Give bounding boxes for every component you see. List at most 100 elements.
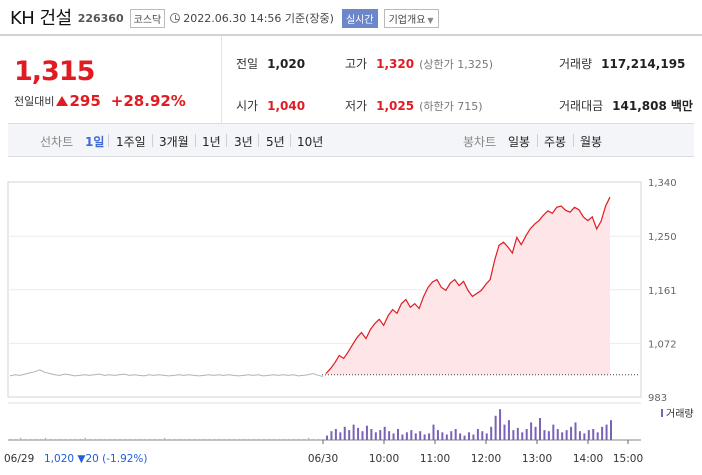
stat-label: 시가 [236, 99, 259, 113]
chevron-down-icon: ▼ [427, 15, 434, 25]
volume-bar [198, 438, 201, 440]
volume-bar [485, 433, 488, 440]
tab-1day[interactable]: 1일 [85, 135, 105, 149]
volume-bar [405, 432, 408, 440]
tab-3year[interactable]: 3년 [234, 135, 253, 149]
stat-unit: 백만 [670, 99, 693, 113]
change-label: 전일대비 [14, 95, 55, 108]
volume-bar [69, 438, 72, 440]
volume-bar [601, 426, 604, 440]
volume-bar [516, 427, 519, 440]
volume-bar [343, 426, 346, 440]
tab-daily-candle[interactable]: 일봉 [508, 135, 531, 149]
volume-bar [610, 420, 612, 440]
x-tick-label: 14:00 [573, 453, 603, 465]
volume-bar [326, 435, 328, 440]
stat-value: 1,320 [376, 57, 415, 71]
volume-bar [144, 438, 146, 440]
volume-bar [445, 434, 448, 440]
triangle-up-icon [56, 96, 69, 106]
volume-bar [263, 438, 265, 440]
volume-bar [64, 438, 67, 440]
volume-bar [29, 438, 32, 440]
stat-value: 141,808 [612, 99, 667, 113]
volume-bar [530, 422, 533, 440]
volume-bar [441, 432, 444, 440]
volume-bar [124, 438, 126, 440]
intraday-price-chart[interactable]: 1,340 1,250 1,161 1,072 983 거래량 06/30 10:00 11:0… [0, 160, 702, 475]
volume-bar [339, 432, 342, 440]
volume-bar [183, 438, 186, 440]
volume-bar [268, 438, 270, 440]
volume-bar [583, 433, 586, 440]
stat-value: 1,040 [267, 99, 306, 113]
stat-prev-close: 전일 1,020 [236, 55, 305, 72]
volume-bar [134, 438, 136, 440]
volume-bar [10, 438, 12, 440]
volume-bar [436, 430, 439, 440]
volume-bar [149, 438, 151, 440]
volume-bar [99, 438, 101, 440]
clock-icon [170, 13, 181, 23]
stat-low: 저가 1,025 (하한가 715) [345, 97, 483, 114]
volume-bar [89, 438, 91, 440]
volume-bar [34, 438, 37, 440]
market-badge: 코스닥 [129, 8, 166, 28]
volume-bar [547, 431, 550, 440]
tab-weekly-candle[interactable]: 주봉 [544, 135, 567, 149]
volume-bar [59, 438, 62, 440]
realtime-button[interactable]: 실시간 [341, 8, 378, 28]
chart-period-tabs: 선차트 1일 1주일 3개월 1년 3년 5년 10년 봉차트 일봉 주봉 월봉 [8, 123, 694, 157]
tab-3month[interactable]: 3개월 [159, 135, 189, 149]
tab-10year[interactable]: 10년 [297, 135, 324, 149]
volume-bar [392, 433, 395, 440]
company-info-dropdown[interactable]: 기업개요 ▼ [383, 8, 439, 28]
volume-bar [521, 432, 524, 440]
stat-label: 저가 [345, 99, 368, 113]
tab-separator [152, 134, 153, 147]
volume-bar [159, 438, 161, 440]
tab-1week[interactable]: 1주일 [116, 135, 146, 149]
volume-bar [605, 424, 608, 440]
volume-bar [84, 437, 86, 440]
tab-separator [108, 134, 109, 147]
volume-bar [318, 438, 320, 440]
stat-volume: 거래량 117,214,195 [559, 55, 685, 72]
volume-bar [49, 438, 52, 440]
volume-bar [388, 431, 391, 440]
volume-bar [330, 431, 333, 440]
quote-summary: 1,315 전일대비 295 +28.92% 전일 1,020 고가 1,320 (상… [0, 34, 702, 125]
x-tick-label: 13:00 [522, 453, 552, 465]
volume-bar [348, 430, 351, 440]
volume-bar [139, 438, 141, 440]
candle-chart-label: 봉차트 [463, 135, 497, 149]
volume-bar [428, 433, 431, 440]
volume-bar [450, 431, 453, 440]
stat-open: 시가 1,040 [236, 97, 305, 114]
lower-limit: (하한가 715) [419, 100, 483, 113]
volume-bar [308, 437, 310, 440]
stat-value: 117,214,195 [601, 57, 686, 71]
volume-bar [119, 438, 121, 440]
tab-monthly-candle[interactable]: 월봉 [580, 135, 603, 149]
volume-bar [410, 430, 413, 440]
volume-bar [74, 438, 76, 440]
change-amount: 295 [69, 92, 101, 110]
volume-bar [374, 432, 377, 440]
volume-bar [164, 437, 166, 440]
y-tick-label: 1,340 [648, 178, 677, 189]
price-change: 전일대비 295 +28.92% [14, 92, 186, 110]
volume-bar [283, 438, 285, 440]
tab-1year[interactable]: 1년 [202, 135, 221, 149]
tab-separator [290, 134, 291, 147]
company-info-label: 기업개요 [388, 14, 426, 26]
volume-bar [54, 438, 57, 440]
volume-bar [419, 431, 422, 440]
tab-5year[interactable]: 5년 [266, 135, 285, 149]
prev-day-summary: 1,020 ▼20 (-1.92%) [44, 453, 148, 465]
volume-bar [454, 429, 457, 440]
volume-bar [543, 430, 546, 440]
volume-bar [383, 426, 386, 440]
stat-trade-amount: 거래대금 141,808 백만 [559, 97, 693, 114]
volume-bar [459, 433, 462, 440]
